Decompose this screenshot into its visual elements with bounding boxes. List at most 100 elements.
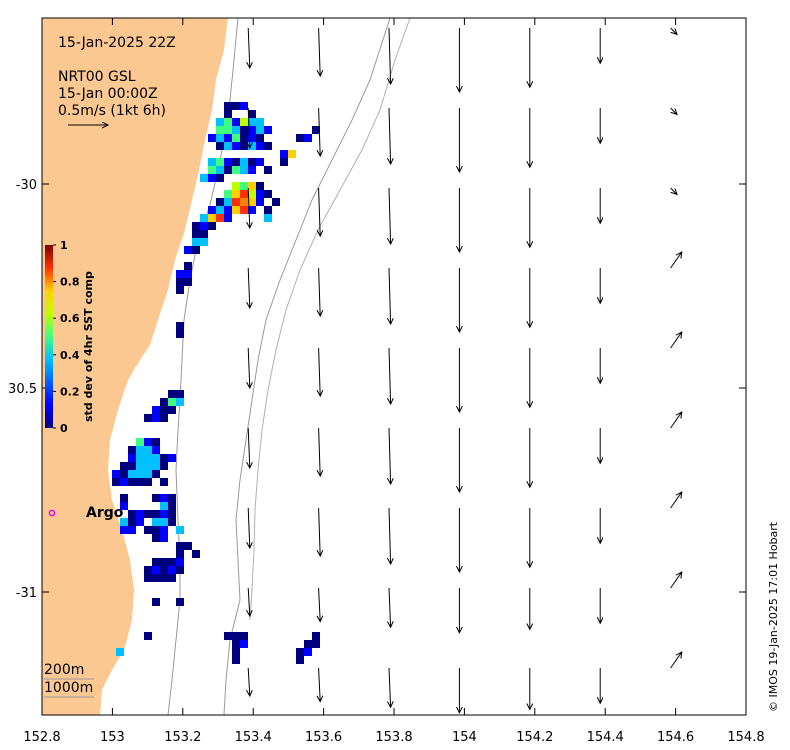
- sst-pixel: [240, 198, 248, 206]
- sst-pixel: [264, 206, 272, 214]
- sst-pixel: [264, 166, 272, 174]
- sst-pixel: [240, 126, 248, 134]
- sst-pixel: [216, 142, 224, 150]
- sst-pixel: [304, 648, 312, 656]
- sst-pixel: [256, 190, 264, 198]
- sst-pixel: [144, 632, 152, 640]
- sst-pixel: [192, 238, 200, 246]
- sst-pixel: [240, 190, 248, 198]
- argo-float-marker[interactable]: [48, 509, 56, 517]
- sst-pixel: [160, 502, 168, 510]
- current-vector-arrow: [319, 267, 321, 316]
- sst-pixel: [312, 640, 320, 648]
- sst-pixel: [144, 446, 152, 454]
- sst-pixel: [160, 406, 168, 414]
- sst-pixel: [232, 182, 240, 190]
- current-vector-arrow: [389, 27, 391, 84]
- sst-pixel: [264, 126, 272, 134]
- sst-pixel: [120, 502, 128, 510]
- sst-pixel: [136, 510, 144, 518]
- current-vector-arrow: [319, 187, 321, 236]
- sst-pixel: [136, 454, 144, 462]
- sst-pixel: [232, 198, 240, 206]
- sst-pixel: [240, 206, 248, 214]
- sst-pixel: [160, 398, 168, 406]
- sst-pixel: [112, 470, 120, 478]
- sst-pixel: [152, 518, 160, 526]
- y-tick-label: -31: [16, 586, 37, 601]
- x-tick-label: 153.2: [164, 730, 201, 745]
- sst-pixel: [152, 406, 160, 414]
- sst-pixel: [184, 246, 192, 254]
- x-tick-label: 154.8: [727, 730, 764, 745]
- sst-pixel: [168, 574, 176, 582]
- sst-pixel: [192, 222, 200, 230]
- sst-pixel: [168, 494, 176, 502]
- sst-pixel: [216, 198, 224, 206]
- sst-pixel: [248, 206, 256, 214]
- sst-pixel: [256, 134, 264, 142]
- colorbar-tick-label: 0: [60, 422, 68, 435]
- sst-pixel: [240, 166, 248, 174]
- sst-pixel: [168, 566, 176, 574]
- sst-pixel: [176, 398, 184, 406]
- sst-pixel: [192, 230, 200, 238]
- sst-pixel: [256, 142, 264, 150]
- sst-pixel: [128, 462, 136, 470]
- sst-pixel: [232, 158, 240, 166]
- current-vector-arrow: [389, 587, 391, 627]
- sst-pixel: [176, 278, 184, 286]
- sst-pixel: [256, 118, 264, 126]
- sst-pixel: [160, 566, 168, 574]
- current-vector-arrow: [389, 427, 391, 484]
- sst-pixel: [248, 134, 256, 142]
- sst-pixel: [208, 214, 216, 222]
- x-tick-label: 154.4: [587, 730, 624, 745]
- sst-pixel: [128, 510, 136, 518]
- current-vector-arrow: [319, 347, 321, 396]
- credit-text: © IMOS 19-Jan-2025 17:01 Hobart: [767, 521, 780, 712]
- sst-pixel: [240, 102, 248, 110]
- sst-pixel: [136, 446, 144, 454]
- current-vector-arrow: [670, 27, 677, 34]
- land-mass: [42, 18, 228, 715]
- sst-pixel: [256, 158, 264, 166]
- sst-pixel: [216, 214, 224, 222]
- y-tick-label: 30.5: [8, 382, 37, 397]
- sst-pixel: [160, 478, 168, 486]
- current-vector-arrow: [319, 27, 321, 76]
- sst-pixel: [296, 648, 304, 656]
- sst-pixel: [248, 190, 256, 198]
- sst-pixel: [256, 198, 264, 206]
- sst-pixel: [232, 640, 240, 648]
- sst-pixel: [152, 534, 160, 542]
- sst-pixel: [112, 478, 120, 486]
- sst-pixel: [184, 262, 192, 270]
- current-vector-arrow: [670, 412, 682, 429]
- sst-pixel: [192, 246, 200, 254]
- current-vector-arrow: [319, 507, 321, 556]
- current-vector-arrow: [389, 107, 391, 164]
- sst-pixel: [312, 126, 320, 134]
- sst-pixel: [264, 214, 272, 222]
- current-vector-arrow: [248, 267, 250, 308]
- sst-pixel: [224, 118, 232, 126]
- sst-pixel: [208, 158, 216, 166]
- sst-pixel: [144, 462, 152, 470]
- sst-pixel: [200, 238, 208, 246]
- sst-pixel: [224, 206, 232, 214]
- sst-pixel: [288, 150, 296, 158]
- colorbar-tick-label: 0.2: [60, 385, 80, 398]
- sst-pixel: [168, 390, 176, 398]
- sst-pixel: [248, 182, 256, 190]
- sst-pixel: [256, 182, 264, 190]
- sst-pixel: [248, 158, 256, 166]
- sst-pixel: [128, 454, 136, 462]
- current-vector-arrow: [248, 347, 250, 388]
- sst-pixel: [120, 462, 128, 470]
- sst-pixel: [232, 206, 240, 214]
- sst-pixel: [216, 158, 224, 166]
- colorbar-ticks: 1 0.8 0.6 0.4 0.2 0: [53, 239, 80, 435]
- sst-pixel: [168, 510, 176, 518]
- sst-pixel: [176, 550, 184, 558]
